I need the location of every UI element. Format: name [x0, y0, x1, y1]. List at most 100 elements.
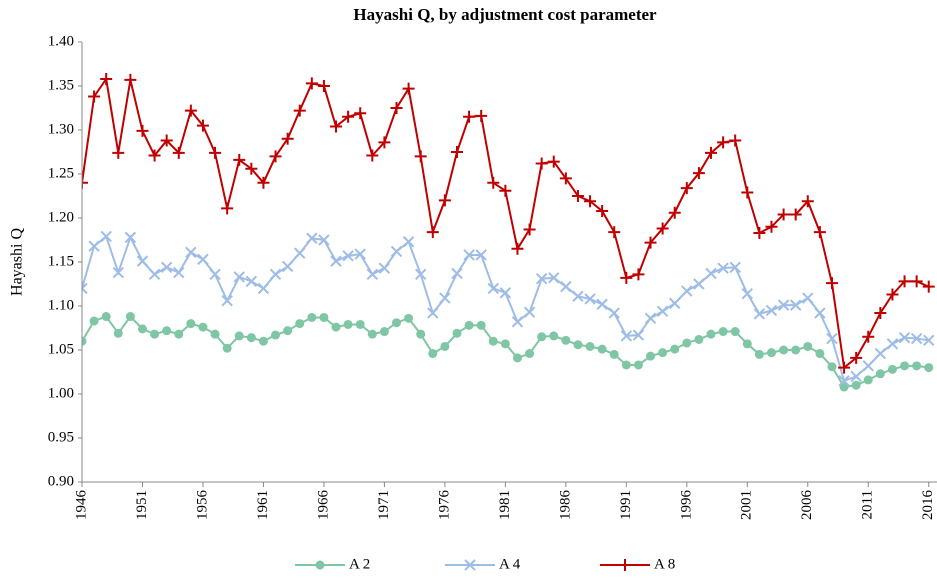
y-tick-label: 1.25	[48, 165, 74, 181]
point	[402, 236, 415, 248]
legend-label: A 2	[349, 556, 370, 572]
point	[535, 157, 548, 170]
point	[609, 349, 619, 359]
point	[404, 313, 414, 323]
point	[342, 250, 354, 262]
point	[137, 324, 147, 334]
point	[378, 262, 391, 274]
point	[547, 155, 560, 168]
x-tick-label: 1996	[678, 490, 694, 521]
y-tick-label: 1.15	[48, 253, 74, 269]
point	[584, 195, 597, 208]
point	[125, 312, 135, 322]
point	[196, 119, 209, 132]
point	[910, 332, 923, 345]
point	[440, 341, 450, 351]
point	[680, 182, 693, 195]
point	[499, 287, 512, 299]
point	[88, 240, 100, 252]
plot-area	[82, 72, 935, 392]
point	[464, 559, 476, 571]
point	[608, 226, 621, 239]
point	[82, 176, 88, 189]
point	[560, 280, 572, 293]
point	[741, 287, 754, 300]
point	[475, 109, 488, 122]
point	[488, 336, 498, 346]
x-tick-label: 1991	[618, 490, 634, 520]
point	[198, 322, 208, 332]
point	[619, 559, 631, 571]
point	[886, 338, 899, 350]
point	[246, 333, 256, 343]
legend-label: A 4	[499, 556, 521, 572]
point	[392, 318, 402, 328]
point	[850, 351, 863, 364]
point	[82, 336, 87, 346]
point	[608, 307, 620, 319]
point	[245, 162, 258, 175]
point	[850, 370, 862, 383]
point	[476, 320, 486, 330]
point	[682, 338, 692, 348]
point	[162, 326, 172, 336]
point	[815, 349, 825, 359]
x-tick-label: 1986	[557, 490, 573, 521]
point	[451, 267, 463, 280]
point	[620, 330, 633, 342]
point	[367, 329, 377, 339]
point	[366, 268, 379, 281]
point	[512, 353, 522, 363]
y-tick-label: 1.05	[48, 341, 74, 357]
point	[210, 329, 220, 339]
point	[330, 120, 343, 133]
point	[305, 77, 318, 90]
point	[887, 364, 897, 374]
point	[789, 299, 802, 311]
point	[535, 273, 548, 285]
point	[294, 247, 306, 259]
point	[656, 222, 669, 235]
point	[813, 226, 826, 239]
point	[257, 282, 270, 295]
point	[209, 268, 221, 281]
point	[221, 295, 233, 307]
y-tick-label: 1.00	[48, 385, 74, 401]
y-tick-label: 1.10	[48, 297, 74, 313]
point	[923, 334, 935, 347]
point	[318, 234, 330, 246]
point	[669, 297, 681, 310]
point	[523, 223, 536, 236]
point	[464, 320, 474, 330]
point	[862, 360, 874, 372]
x-tick-label: 1966	[315, 490, 331, 521]
point	[922, 280, 935, 293]
point	[307, 312, 317, 322]
point	[428, 349, 438, 359]
point	[525, 349, 535, 359]
point	[838, 375, 850, 387]
point	[801, 195, 814, 208]
point	[101, 312, 111, 322]
point	[245, 275, 258, 288]
point	[113, 328, 123, 338]
x-tick-label: 1956	[194, 490, 210, 521]
point	[452, 328, 462, 338]
y-tick-label: 1.30	[48, 121, 74, 137]
point	[705, 146, 718, 159]
point	[766, 348, 776, 358]
point	[234, 331, 244, 341]
point	[862, 330, 875, 343]
point	[511, 316, 524, 328]
x-tick-label: 1946	[73, 490, 89, 521]
point	[416, 329, 426, 339]
chart-title: Hayashi Q, by adjustment cost parameter	[353, 5, 657, 24]
point	[549, 331, 559, 341]
point	[644, 312, 657, 325]
point	[257, 176, 270, 189]
point	[124, 231, 137, 244]
point	[186, 319, 196, 329]
point	[741, 186, 754, 199]
point	[511, 242, 524, 255]
point	[426, 226, 439, 239]
